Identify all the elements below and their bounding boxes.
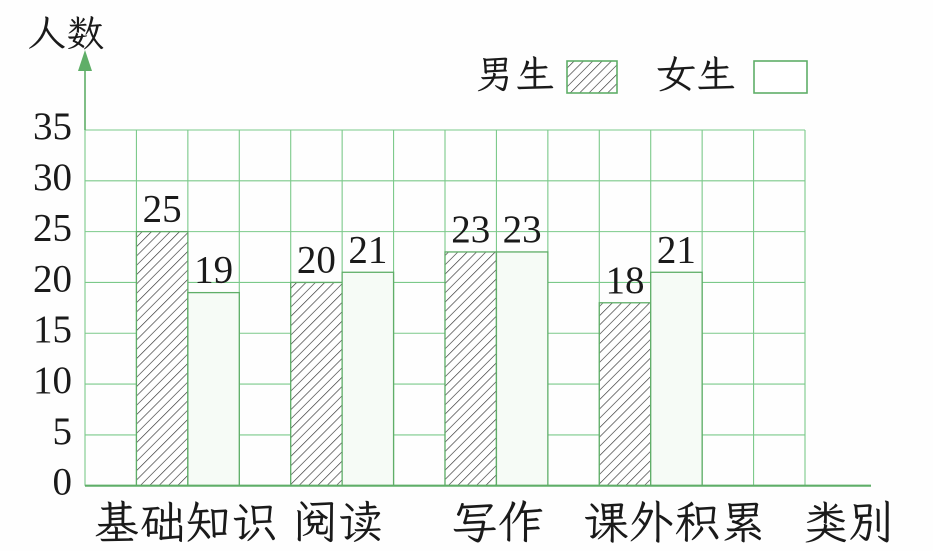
- svg-text:类别: 类别: [803, 497, 895, 548]
- svg-text:写作: 写作: [452, 497, 544, 548]
- svg-text:23: 23: [451, 208, 490, 251]
- svg-text:0: 0: [53, 461, 73, 504]
- svg-text:18: 18: [606, 259, 645, 302]
- svg-text:女生: 女生: [656, 52, 736, 97]
- svg-text:20: 20: [33, 257, 72, 300]
- svg-text:男生: 男生: [475, 52, 555, 97]
- svg-text:25: 25: [33, 207, 72, 250]
- svg-text:23: 23: [503, 208, 542, 251]
- svg-text:人数: 人数: [28, 13, 104, 55]
- svg-text:课外积累: 课外积累: [582, 497, 766, 548]
- svg-text:基础知识: 基础知识: [94, 497, 278, 548]
- svg-text:21: 21: [348, 228, 387, 271]
- svg-text:20: 20: [297, 238, 336, 281]
- svg-text:5: 5: [53, 410, 73, 453]
- svg-text:阅读: 阅读: [292, 497, 384, 548]
- svg-text:35: 35: [33, 105, 72, 148]
- svg-text:21: 21: [657, 228, 696, 271]
- svg-text:10: 10: [33, 359, 72, 402]
- svg-text:25: 25: [143, 188, 182, 231]
- svg-text:15: 15: [33, 308, 72, 351]
- svg-text:19: 19: [194, 249, 233, 292]
- svg-text:30: 30: [33, 156, 72, 199]
